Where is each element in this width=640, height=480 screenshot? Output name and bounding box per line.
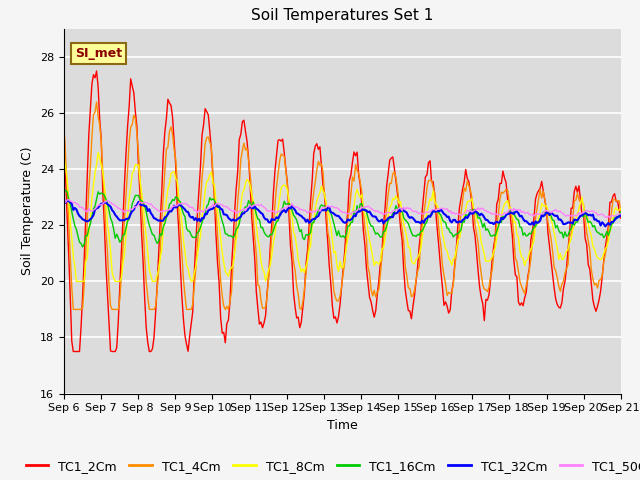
TC1_16Cm [617, 209, 625, 215]
TC1_8Cm [72, 278, 80, 284]
TC1_50Cm [60, 200, 68, 205]
TC1_2Cm [307, 198, 314, 204]
TC1_4Cm [229, 262, 237, 267]
X-axis label: Time: Time [327, 419, 358, 432]
TC1_16Cm [60, 187, 68, 192]
Text: SI_met: SI_met [75, 47, 122, 60]
TC1_16Cm [255, 217, 263, 223]
Title: Soil Temperatures Set 1: Soil Temperatures Set 1 [252, 9, 433, 24]
TC1_2Cm [617, 215, 625, 221]
TC1_2Cm [131, 108, 139, 114]
TC1_16Cm [305, 232, 313, 238]
TC1_8Cm [229, 263, 237, 268]
TC1_4Cm [307, 215, 314, 220]
Y-axis label: Soil Temperature (C): Soil Temperature (C) [22, 147, 35, 276]
TC1_8Cm [589, 244, 596, 250]
TC1_4Cm [93, 99, 100, 105]
TC1_16Cm [246, 201, 254, 206]
TC1_50Cm [606, 215, 614, 221]
TC1_16Cm [588, 220, 595, 226]
TC1_2Cm [248, 214, 255, 219]
TC1_50Cm [588, 208, 595, 214]
Line: TC1_4Cm: TC1_4Cm [64, 102, 621, 310]
TC1_4Cm [257, 298, 265, 303]
TC1_4Cm [617, 211, 625, 216]
TC1_32Cm [60, 200, 68, 205]
TC1_32Cm [305, 220, 313, 226]
TC1_50Cm [246, 202, 254, 208]
TC1_50Cm [305, 209, 313, 215]
TC1_8Cm [248, 192, 255, 197]
TC1_50Cm [255, 203, 263, 209]
TC1_32Cm [130, 207, 138, 213]
TC1_16Cm [130, 197, 138, 203]
Line: TC1_32Cm: TC1_32Cm [64, 201, 621, 227]
TC1_8Cm [617, 205, 625, 211]
TC1_50Cm [130, 205, 138, 211]
TC1_50Cm [617, 211, 625, 217]
TC1_4Cm [131, 116, 139, 121]
TC1_16Cm [228, 233, 236, 239]
TC1_4Cm [589, 276, 596, 282]
TC1_32Cm [63, 198, 71, 204]
TC1_2Cm [70, 348, 77, 354]
TC1_4Cm [248, 189, 255, 194]
TC1_32Cm [228, 218, 236, 224]
TC1_8Cm [307, 242, 314, 248]
TC1_4Cm [60, 124, 68, 130]
TC1_2Cm [60, 125, 68, 131]
Line: TC1_50Cm: TC1_50Cm [64, 200, 621, 218]
TC1_32Cm [617, 212, 625, 218]
TC1_8Cm [257, 258, 265, 264]
TC1_32Cm [588, 213, 595, 218]
TC1_50Cm [65, 197, 72, 203]
TC1_8Cm [131, 162, 139, 168]
TC1_32Cm [602, 224, 609, 229]
TC1_8Cm [60, 154, 68, 159]
TC1_8Cm [94, 150, 102, 156]
TC1_2Cm [257, 319, 265, 325]
TC1_2Cm [93, 68, 100, 74]
Legend: TC1_2Cm, TC1_4Cm, TC1_8Cm, TC1_16Cm, TC1_32Cm, TC1_50Cm: TC1_2Cm, TC1_4Cm, TC1_8Cm, TC1_16Cm, TC1… [20, 455, 640, 478]
TC1_2Cm [589, 297, 596, 303]
TC1_32Cm [255, 208, 263, 214]
Line: TC1_16Cm: TC1_16Cm [64, 190, 621, 247]
TC1_50Cm [228, 208, 236, 214]
Line: TC1_8Cm: TC1_8Cm [64, 153, 621, 281]
TC1_32Cm [246, 203, 254, 209]
Line: TC1_2Cm: TC1_2Cm [64, 71, 621, 351]
TC1_4Cm [70, 307, 77, 312]
TC1_16Cm [79, 244, 86, 250]
TC1_2Cm [229, 239, 237, 245]
